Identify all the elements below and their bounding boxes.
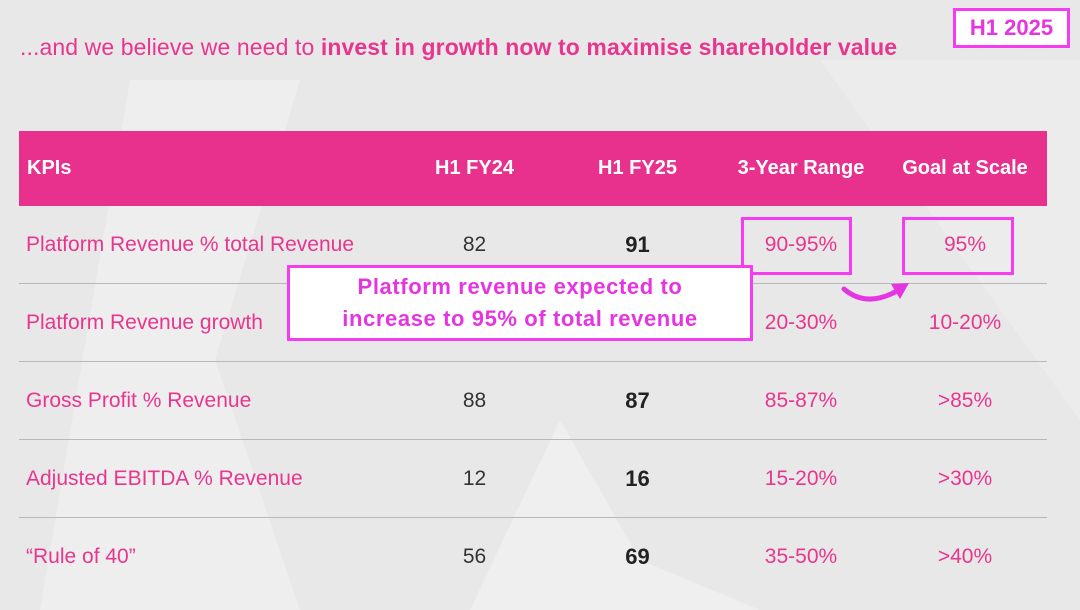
callout-line-2: increase to 95% of total revenue	[342, 306, 698, 331]
kpi-label: Adjusted EBITDA % Revenue	[19, 439, 393, 518]
kpi-label: “Rule of 40”	[26, 544, 136, 568]
goal-at-scale-value: >30%	[883, 439, 1047, 518]
table-header-row: KPIs H1 FY24 H1 FY25 3-Year Range Goal a…	[19, 131, 1047, 206]
header-h1-fy24: H1 FY24	[393, 131, 556, 206]
headline-plain-text: ...and we believe we need to	[20, 34, 321, 60]
three-year-range-value: 35-50%	[764, 544, 838, 568]
table-row: Platform Revenue % total Revenue 82 91 9…	[19, 206, 1047, 284]
goal-at-scale-value: >40%	[937, 544, 993, 568]
h1-fy24-value: 56	[462, 544, 487, 568]
kpi-label: Gross Profit % Revenue	[19, 361, 393, 440]
header-h1-fy25: H1 FY25	[556, 131, 719, 206]
three-year-range-value: 15-20%	[719, 439, 883, 518]
header-kpis: KPIs	[19, 131, 393, 206]
kpi-table: KPIs H1 FY24 H1 FY25 3-Year Range Goal a…	[19, 131, 1047, 595]
table-row: Adjusted EBITDA % Revenue 12 16 15-20% >…	[19, 439, 1047, 518]
h1-fy25-value: 69	[625, 543, 650, 569]
table-row: “Rule of 40” 56 69 35-50% >40%	[19, 518, 1047, 596]
h1-fy24-value: 12	[393, 439, 556, 518]
page-headline: ...and we believe we need to invest in g…	[20, 34, 897, 61]
period-badge: H1 2025	[953, 8, 1070, 48]
table-row: Gross Profit % Revenue 88 87 85-87% >85%	[19, 361, 1047, 440]
goal-at-scale-value: >85%	[883, 361, 1047, 440]
h1-fy25-value: 87	[556, 361, 719, 440]
callout-line-1: Platform revenue expected to	[357, 274, 683, 299]
h1-fy24-value: 88	[393, 361, 556, 440]
highlight-box-goal-at-scale	[902, 217, 1014, 275]
callout-box: Platform revenue expected to increase to…	[287, 265, 753, 341]
headline-bold-text: invest in growth now to maximise shareho…	[320, 34, 898, 60]
h1-fy25-value: 16	[556, 439, 719, 518]
highlight-box-3-year-range	[741, 217, 852, 275]
header-goal-at-scale: Goal at Scale	[883, 131, 1047, 206]
header-3-year-range: 3-Year Range	[719, 131, 883, 206]
three-year-range-value: 85-87%	[719, 361, 883, 440]
goal-at-scale-value: 10-20%	[883, 283, 1047, 362]
